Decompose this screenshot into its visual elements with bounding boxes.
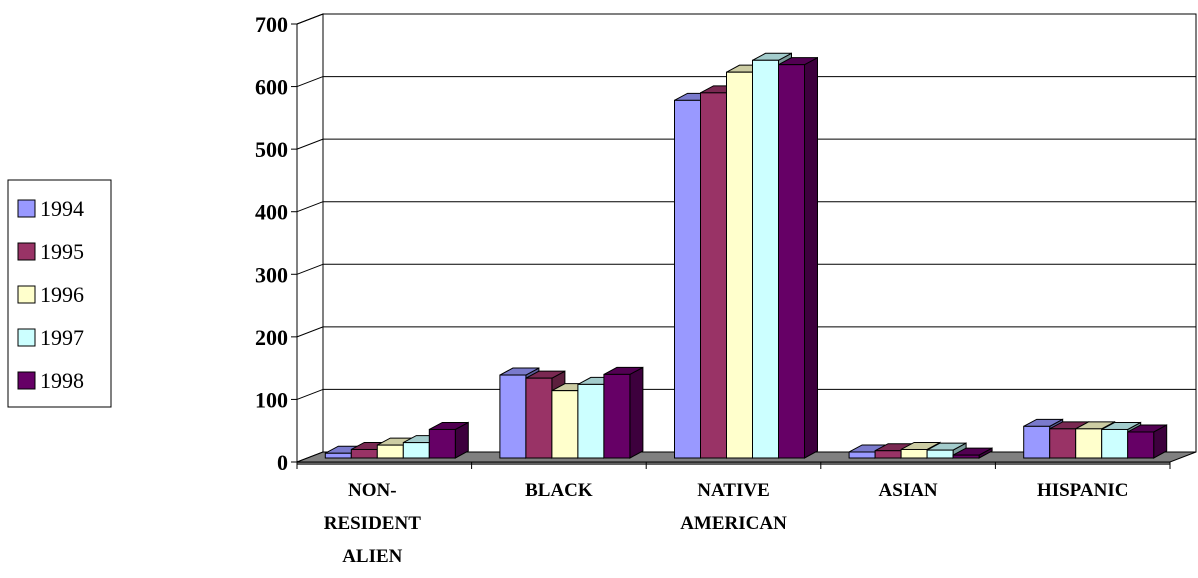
bar-front — [350, 448, 378, 459]
legend-swatch — [17, 371, 36, 390]
bars — [324, 52, 1168, 459]
y-tick-label: 300 — [255, 262, 288, 287]
x-tick-label-line: ALIEN — [342, 546, 402, 567]
legend-swatch — [17, 328, 36, 347]
y-tick-label: 400 — [255, 200, 288, 225]
bar-side — [629, 366, 644, 459]
gridline-side — [296, 263, 324, 275]
bar-front — [1101, 428, 1129, 459]
gridline-side — [296, 76, 324, 88]
bar-front — [778, 64, 805, 459]
bar-1998-4 — [1127, 424, 1168, 459]
y-tick-label: 600 — [255, 75, 288, 100]
bar-front — [603, 373, 631, 459]
x-axis: NON- RESIDENT ALIEN BLACK NATIVE AMERICAN ASIA… — [296, 461, 1171, 567]
bar-front — [726, 71, 753, 459]
bar-front — [900, 448, 928, 459]
bar-front — [525, 377, 553, 459]
x-tick-label-line: ASIAN — [879, 480, 938, 501]
bar-front — [376, 444, 404, 459]
x-tick-label: ASIAN — [879, 480, 938, 501]
x-tick-label-line: NATIVE — [697, 480, 770, 501]
x-tick-label-line: RESIDENT — [324, 513, 421, 534]
legend-label: 1998 — [40, 368, 84, 393]
bar-1998-0 — [428, 421, 469, 459]
x-tick-label: BLACK — [525, 480, 593, 501]
legend-label: 1997 — [40, 325, 84, 350]
bar-front — [551, 390, 579, 459]
bar-side — [804, 56, 818, 459]
bar-front — [577, 383, 605, 459]
bar-front — [324, 452, 352, 459]
bar-front — [428, 428, 456, 459]
y-tick-label: 0 — [277, 450, 288, 475]
y-tick-label: 200 — [255, 325, 288, 350]
gridline-side — [296, 388, 324, 400]
bar-1998-2 — [778, 56, 818, 459]
legend-swatch — [17, 242, 36, 261]
gridline-side — [296, 326, 324, 338]
x-tick-label: HISPANIC — [1037, 480, 1129, 501]
x-tick-label-line: BLACK — [525, 480, 593, 501]
y-axis: 0 100 200 300 400 500 600 700 — [255, 12, 298, 475]
legend: 1994 1995 1996 1997 1998 — [7, 179, 112, 408]
bar-front — [1023, 425, 1051, 459]
bar-front — [700, 92, 727, 459]
bar-front — [402, 442, 430, 459]
y-tick-label: 100 — [255, 387, 288, 412]
x-tick-label-line: NON- — [348, 480, 397, 501]
bar-1998-1 — [603, 366, 644, 459]
legend-label: 1994 — [40, 196, 84, 221]
gridline-side — [296, 138, 324, 150]
bar-front — [952, 454, 980, 459]
legend-swatch — [17, 199, 36, 218]
bar-front — [499, 374, 527, 459]
legend-swatch — [17, 285, 36, 304]
bar-front — [1075, 428, 1103, 459]
bar-front — [874, 450, 902, 459]
x-tick-label-line: AMERICAN — [680, 513, 787, 534]
bar-1998-3 — [952, 447, 993, 459]
bar-1997-3 — [926, 442, 967, 459]
bar-front — [752, 59, 779, 459]
gridline-side — [296, 13, 324, 25]
y-tick-label: 500 — [255, 137, 288, 162]
legend-label: 1995 — [40, 239, 84, 264]
x-tick-label: NATIVE AMERICAN — [680, 480, 787, 534]
gridline-side — [296, 201, 324, 213]
legend-label: 1996 — [40, 282, 84, 307]
bar-front — [1127, 431, 1155, 459]
bar-front — [1049, 428, 1077, 459]
bar-front — [926, 449, 954, 459]
x-tick-label: NON- RESIDENT ALIEN — [324, 480, 421, 567]
bar-front — [674, 99, 701, 459]
floor-edge — [297, 462, 1170, 465]
bar-front — [848, 451, 876, 459]
x-tick-label-line: HISPANIC — [1037, 480, 1129, 501]
y-tick-label: 700 — [255, 12, 288, 37]
